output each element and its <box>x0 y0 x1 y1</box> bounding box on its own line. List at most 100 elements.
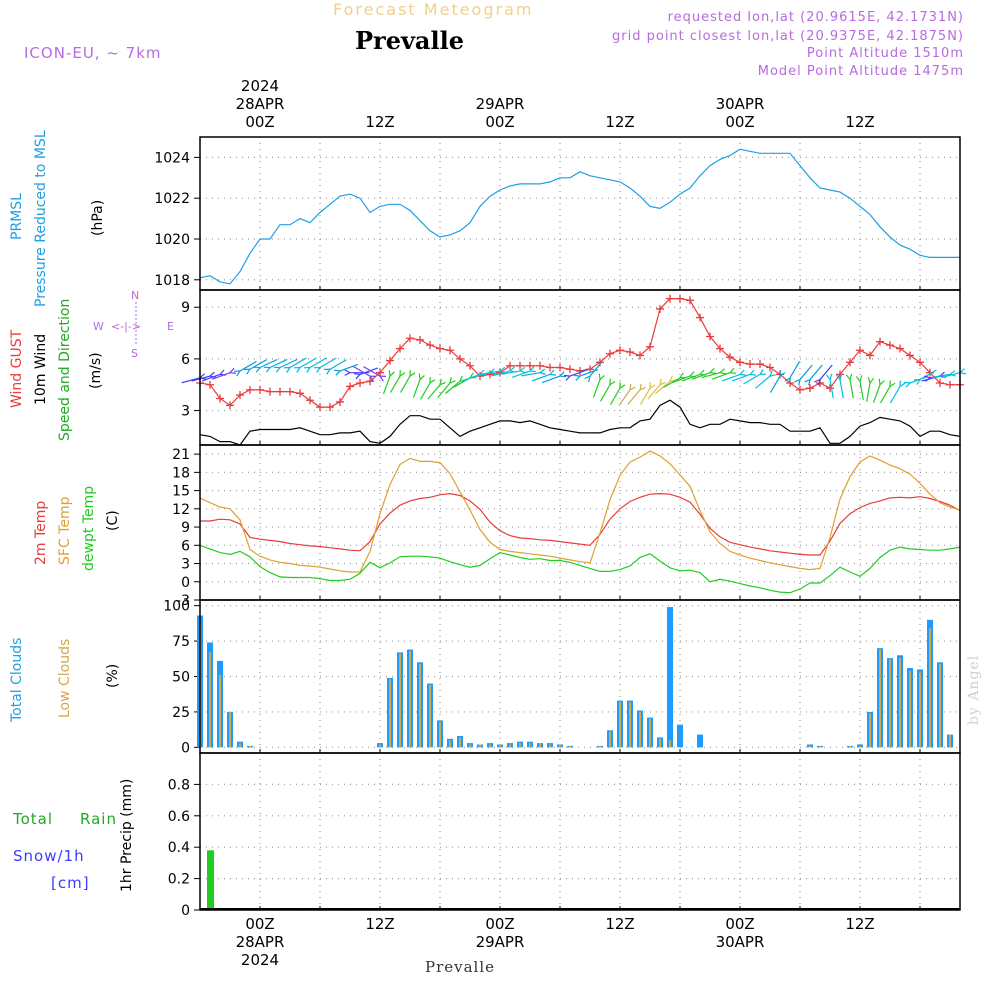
gust-marker <box>626 348 634 356</box>
top-tick-label: 12Z <box>845 113 874 131</box>
wind-arrow-shaft <box>249 359 267 370</box>
gust-marker <box>426 341 434 350</box>
wind-arrow-shaft <box>419 382 431 400</box>
wind-arrow-shaft <box>618 389 631 406</box>
wind-arrow-head <box>409 370 416 378</box>
gust-marker <box>286 387 294 396</box>
gust-marker <box>946 380 954 389</box>
wind-arrow-head <box>378 375 387 382</box>
wind-arrow-shaft <box>412 379 421 398</box>
wind-arrow-head <box>878 378 885 386</box>
wind-arrow <box>872 378 885 403</box>
wind-arrow <box>639 382 656 405</box>
pressure-unit-label: (hPa) <box>90 199 106 236</box>
low-cloud-bar <box>209 652 211 748</box>
total-cloud-bar <box>697 734 703 748</box>
gust-marker <box>366 377 374 386</box>
low-cloud-bar <box>619 702 621 748</box>
wind-arrow-head <box>784 376 791 384</box>
wind-arrow <box>363 366 387 382</box>
y-tick-label: 6 <box>181 352 190 368</box>
low-cloud-bar <box>219 675 221 748</box>
wind-arrow-head <box>903 381 912 388</box>
wind-arrow-head <box>825 373 833 381</box>
y-tick-label: 12 <box>172 502 190 518</box>
wind-arrow-head <box>814 378 821 386</box>
y-tick-label: 3 <box>181 404 190 420</box>
top-tick-label: 00Z <box>245 113 274 131</box>
y-tick-label: 0 <box>181 575 190 591</box>
gust-marker <box>706 332 714 341</box>
wind-arrow <box>691 367 717 380</box>
wind-arrow-shaft <box>799 364 813 380</box>
gust-marker <box>826 384 834 393</box>
panel-frame <box>199 752 961 911</box>
wind-arrow-shaft <box>663 377 681 388</box>
wind-arrow-head <box>538 368 546 375</box>
low-cloud-bar <box>439 721 441 748</box>
y-tick-label: 0 <box>181 740 190 756</box>
gust-marker <box>876 337 884 346</box>
low-cloud-bar <box>489 744 491 748</box>
gust-marker <box>376 368 384 377</box>
wind-arrow-shaft <box>461 373 481 382</box>
gust-marker <box>296 389 304 398</box>
series-dewpt-temp <box>199 544 961 594</box>
bottom-date-label: 29APR <box>476 933 525 951</box>
low-cloud-bar <box>509 744 511 748</box>
wind-arrow-head <box>253 366 262 373</box>
wind-arrow-shaft <box>701 372 721 379</box>
wind-arrow-head <box>728 367 737 374</box>
low-cloud-bar <box>399 653 401 748</box>
low-cloud-bar <box>469 744 471 748</box>
wind-gust-label: Wind GUST <box>9 329 25 408</box>
wind-arrow <box>609 382 626 405</box>
gust-marker <box>906 351 914 360</box>
wind-arrow-head <box>649 382 656 390</box>
wind-arrow <box>263 358 288 373</box>
wind-arrow-head <box>439 378 446 386</box>
wind-arrow <box>663 372 687 388</box>
bottom-tick-label: 00Z <box>725 915 754 933</box>
gust-marker <box>206 380 214 389</box>
wind-arrow-shaft <box>671 375 691 384</box>
wind-arrow-shaft <box>721 373 741 382</box>
wind-arrow-shaft <box>353 366 371 377</box>
gust-marker <box>346 382 354 391</box>
wind-arrow-shaft <box>279 358 298 369</box>
low-cloud-bar <box>549 744 551 748</box>
wind-arrow <box>903 375 929 388</box>
wind-arrow-shaft <box>789 361 801 379</box>
panel-wind: 3 6 9 <box>181 289 967 446</box>
wind-arrow-head <box>748 369 757 376</box>
wind-arrow-head <box>233 370 242 377</box>
wind-arrow <box>521 368 546 377</box>
wind-arrow-head <box>333 369 342 376</box>
wind-arrow-shaft <box>382 375 391 395</box>
wind-arrow-shaft <box>427 384 441 400</box>
y-tick-label: 0 <box>181 903 190 919</box>
wind-arrow-shaft <box>259 358 278 369</box>
top-year-label: 2024 <box>241 77 279 95</box>
wind-arrow-head <box>708 367 717 374</box>
low-cloud-bar <box>379 744 381 748</box>
wind-arrow <box>913 369 937 385</box>
panel-precip: 0 0.2 0.4 0.6 0.8 <box>168 752 961 919</box>
y-tick-label: 18 <box>172 465 190 481</box>
total-cloud-bar <box>857 744 863 748</box>
wind-arrow <box>804 364 823 386</box>
y-tick-label: 0.6 <box>168 809 190 825</box>
y-tick-label: 1020 <box>154 232 190 248</box>
wind-arrow-head <box>558 371 567 378</box>
wind-arrow-shaft <box>941 372 961 379</box>
gust-marker <box>446 346 454 355</box>
wind-arrow-shaft <box>609 387 621 405</box>
wind-arrow-head <box>243 368 252 375</box>
wind-arrow-shaft <box>849 379 854 399</box>
wind-arrow-head <box>835 373 843 381</box>
wind-arrow <box>855 375 864 401</box>
gust-marker <box>666 294 674 303</box>
gust-marker <box>556 363 564 372</box>
wind-arrow <box>323 359 347 375</box>
series-sfc-temp <box>199 450 961 573</box>
